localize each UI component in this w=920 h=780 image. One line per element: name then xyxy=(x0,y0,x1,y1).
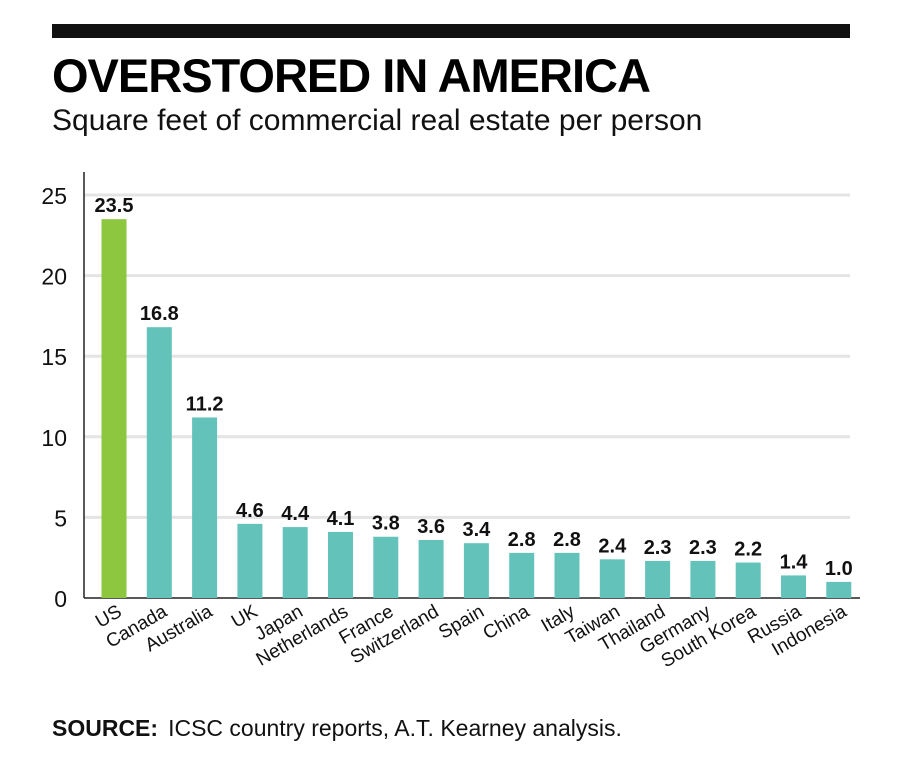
data-label: 3.8 xyxy=(372,513,400,535)
source-note: SOURCE: ICSC country reports, A.T. Kearne… xyxy=(52,714,622,742)
data-label: 2.3 xyxy=(689,537,717,559)
bar xyxy=(146,327,172,598)
bar xyxy=(192,417,218,598)
bar xyxy=(418,539,444,598)
data-label: 2.2 xyxy=(734,539,762,561)
y-tick-label: 15 xyxy=(41,344,67,370)
data-label: 23.5 xyxy=(95,195,134,217)
bar xyxy=(509,552,535,598)
bar xyxy=(101,219,127,598)
bar xyxy=(328,531,353,598)
x-tick-label: China xyxy=(480,601,534,644)
bar xyxy=(599,559,625,598)
data-label: 4.1 xyxy=(327,508,355,530)
data-label: 4.6 xyxy=(236,500,264,522)
bar xyxy=(826,581,852,598)
data-label: 3.6 xyxy=(417,516,445,538)
chart-subtitle: Square feet of commercial real estate pe… xyxy=(52,104,703,137)
bar xyxy=(282,527,308,598)
y-tick-label: 20 xyxy=(41,264,67,290)
data-label: 3.4 xyxy=(462,519,491,541)
x-tick-label: Spain xyxy=(435,601,488,643)
bar xyxy=(237,523,263,598)
source-text: ICSC country reports, A.T. Kearney analy… xyxy=(168,715,622,741)
y-tick-label: 10 xyxy=(41,425,67,451)
data-label: 1.0 xyxy=(825,558,853,580)
data-label: 1.4 xyxy=(780,551,809,573)
y-tick-label: 5 xyxy=(54,505,67,531)
data-label: 11.2 xyxy=(186,393,224,415)
source-label: SOURCE: xyxy=(52,715,159,741)
data-label: 2.8 xyxy=(508,529,536,551)
bar xyxy=(645,560,671,598)
bar xyxy=(373,536,399,598)
top-rule xyxy=(52,24,850,38)
chart-title: OVERSTORED IN AMERICA xyxy=(52,49,651,102)
data-label: 16.8 xyxy=(140,303,179,325)
data-label: 2.4 xyxy=(598,535,627,557)
bar xyxy=(554,552,580,598)
y-tick-label: 0 xyxy=(54,586,67,612)
bar xyxy=(463,543,489,598)
bar xyxy=(781,575,806,598)
bar xyxy=(735,562,761,598)
bar xyxy=(690,560,716,598)
data-label: 2.8 xyxy=(553,529,581,551)
data-label: 4.4 xyxy=(281,503,310,525)
y-tick-label: 25 xyxy=(41,183,67,209)
data-label: 2.3 xyxy=(644,537,672,559)
